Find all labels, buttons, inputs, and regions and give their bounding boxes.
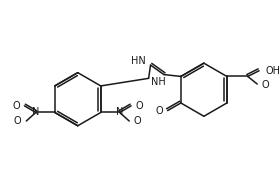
Text: O: O	[155, 106, 163, 116]
Text: NH: NH	[151, 77, 166, 87]
Text: OH: OH	[266, 66, 280, 76]
Text: N: N	[32, 107, 39, 117]
Text: N: N	[116, 107, 123, 117]
Text: HN: HN	[131, 56, 146, 66]
Text: O: O	[14, 116, 22, 126]
Text: O: O	[12, 101, 20, 111]
Text: O: O	[134, 116, 142, 126]
Text: O: O	[261, 80, 269, 90]
Text: O: O	[136, 101, 143, 111]
